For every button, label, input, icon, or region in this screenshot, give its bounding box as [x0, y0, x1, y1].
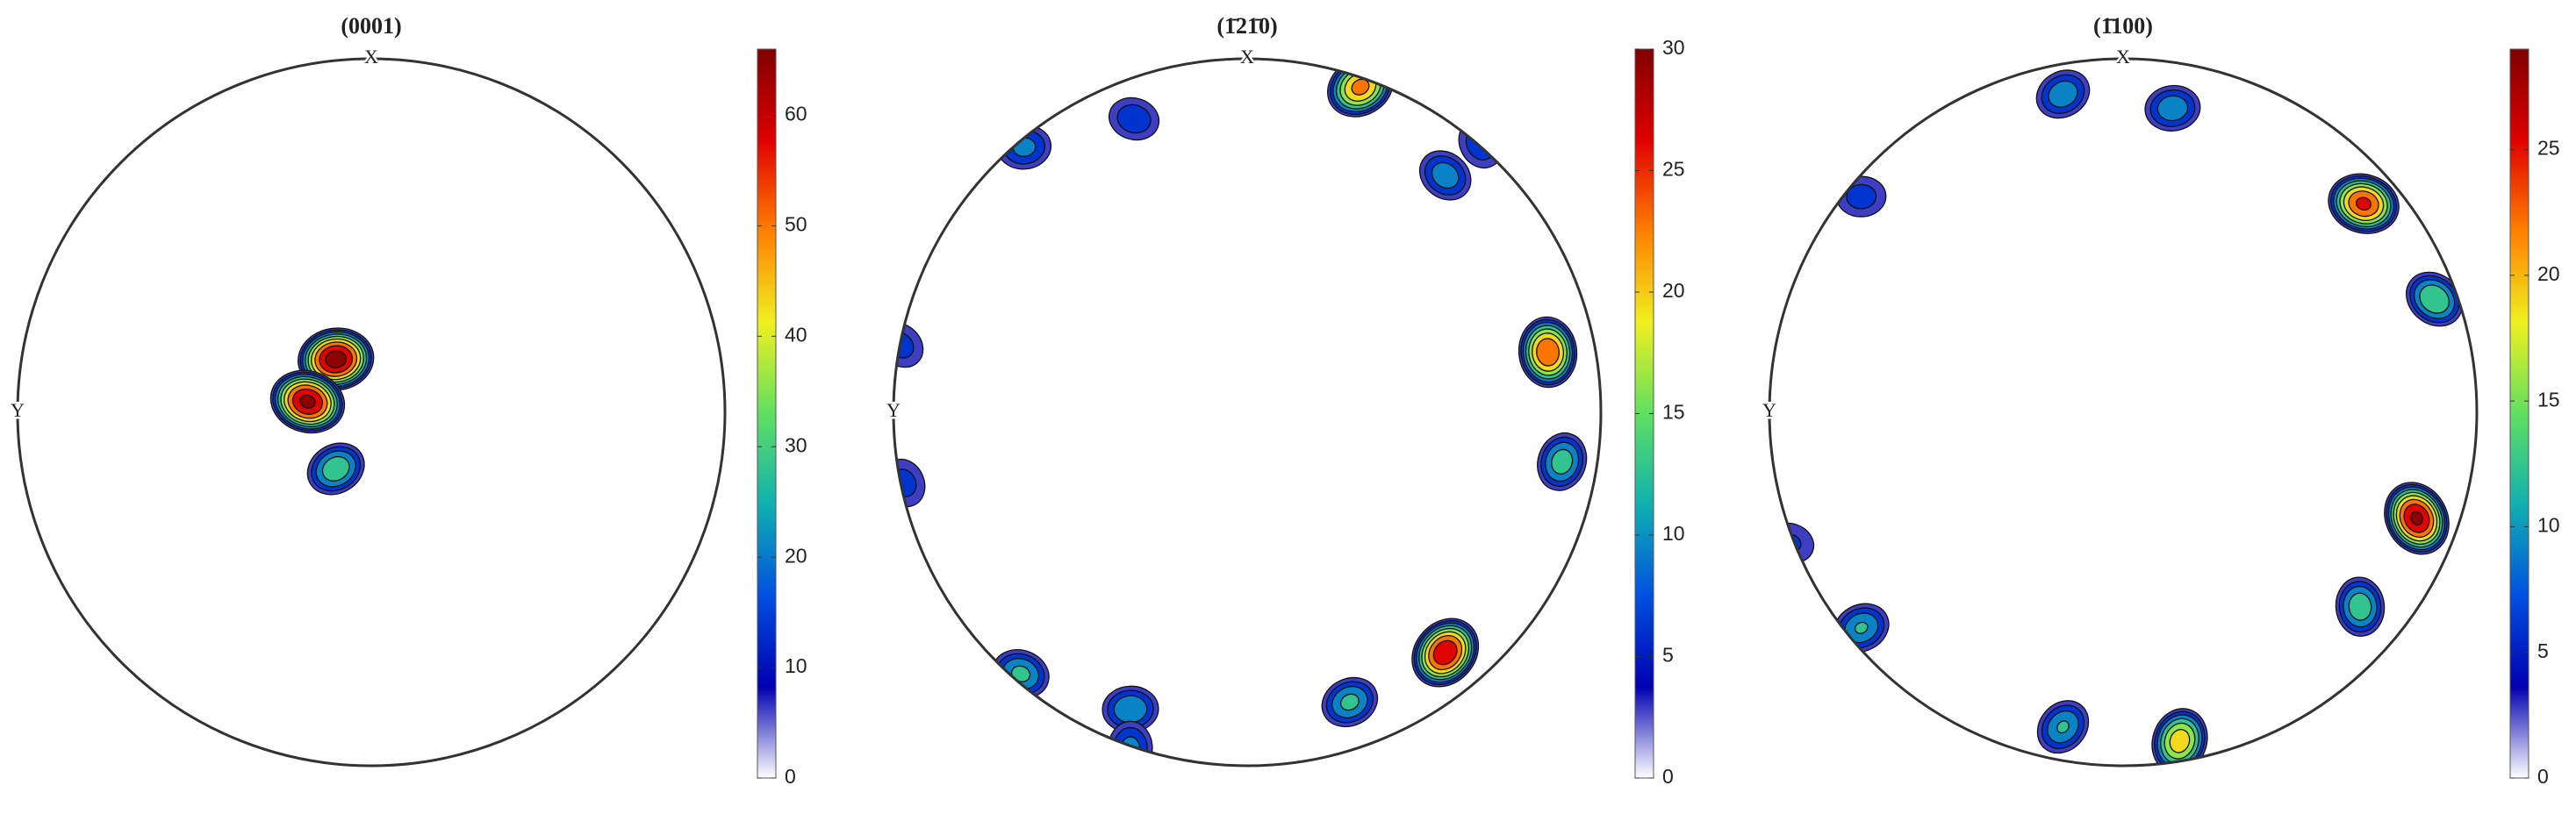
colorbar-tick-label: 30 [1662, 36, 1685, 59]
panel: (1̄21̄0) X Y 0 5 10 15 20 25 30 [885, 13, 1685, 788]
peak [2328, 173, 2400, 234]
colorbar-tick-label: 0 [1662, 765, 1674, 788]
peak [1327, 59, 1394, 118]
colorbar [757, 48, 777, 779]
contour [1431, 161, 1460, 189]
colorbar-tick-label: 10 [1662, 522, 1685, 545]
colorbar-tick-label: 5 [2537, 639, 2549, 662]
contour [299, 394, 316, 409]
peak [1537, 432, 1588, 491]
colorbar [2509, 48, 2529, 779]
colorbar-tick-label: 15 [1662, 401, 1685, 424]
contour [1432, 639, 1458, 666]
panel: (0001) X Y 0 10 20 30 40 50 60 [9, 13, 807, 788]
x-axis-label: X [364, 46, 378, 68]
peak [997, 125, 1052, 170]
contour-area [1769, 69, 2464, 766]
contour [2048, 80, 2078, 108]
contour [321, 455, 350, 482]
peak [2335, 576, 2386, 637]
peak [1101, 685, 1159, 733]
peak [2036, 700, 2090, 754]
contour [1116, 104, 1152, 134]
peak [1109, 96, 1160, 141]
peak [1321, 676, 1379, 728]
contour [1113, 726, 1148, 766]
colorbar-tick-label: 15 [2537, 388, 2560, 411]
colorbar-tick-label: 25 [1662, 158, 1685, 181]
contour [2348, 592, 2372, 621]
peak [1769, 522, 1815, 564]
peak [2035, 69, 2091, 119]
pole-circle [892, 57, 1603, 768]
contour [325, 350, 348, 368]
colorbar-tick-label: 60 [785, 103, 807, 125]
pole-circle [16, 57, 727, 768]
x-axis-label: X [2116, 46, 2130, 68]
colorbar-tick-label: 50 [785, 213, 807, 236]
peak [2384, 482, 2450, 555]
contour [2355, 196, 2372, 211]
peak [2406, 271, 2464, 327]
colorbar-tick-label: 5 [1662, 644, 1674, 667]
contour [1769, 522, 1815, 564]
y-axis-label: Y [1762, 399, 1776, 421]
peak [992, 649, 1050, 699]
colorbar-tick-label: 20 [1662, 279, 1685, 302]
contour [1536, 338, 1561, 367]
colorbar-tick-label: 10 [2537, 514, 2560, 537]
contour-area [269, 327, 375, 496]
colorbar-tick-label: 40 [785, 323, 807, 346]
colorbar-tick-label: 20 [2537, 262, 2560, 285]
colorbar-tick-label: 0 [785, 765, 796, 788]
peak [1411, 618, 1480, 688]
y-axis-label: Y [886, 399, 901, 421]
colorbar-tick-label: 25 [2537, 137, 2560, 160]
contour [1846, 183, 1877, 210]
y-axis-label: Y [11, 399, 25, 421]
contour [2410, 511, 2423, 526]
contour-area [893, 59, 1588, 766]
colorbar-tick-label: 30 [785, 433, 807, 456]
x-axis-label: X [1240, 46, 1254, 68]
colorbar-tick-label: 20 [785, 544, 807, 567]
panel-title: (1̄100) [2093, 13, 2153, 39]
contour [2169, 729, 2191, 753]
peak [306, 442, 365, 496]
colorbar-tick-label: 10 [785, 654, 807, 677]
colorbar-tick-label: 0 [2537, 765, 2549, 788]
contour [1339, 693, 1360, 711]
peak [1108, 720, 1153, 766]
contour [1854, 621, 1869, 634]
contour [2156, 95, 2189, 122]
peak [269, 369, 346, 434]
peak [2151, 708, 2208, 766]
peak [298, 327, 375, 391]
contour [2419, 284, 2450, 314]
peak [2144, 84, 2201, 132]
panel-title: (0001) [341, 13, 401, 39]
contour [1551, 448, 1574, 475]
peak [1518, 316, 1578, 389]
peak [893, 458, 926, 508]
panel-title: (1̄21̄0) [1216, 13, 1277, 39]
contour [2056, 720, 2070, 734]
peak [1418, 150, 1472, 201]
panel: (1̄100) X Y 0 5 10 15 20 25 [1761, 13, 2560, 788]
contour [1351, 78, 1370, 96]
pole-circle [1768, 57, 2479, 768]
